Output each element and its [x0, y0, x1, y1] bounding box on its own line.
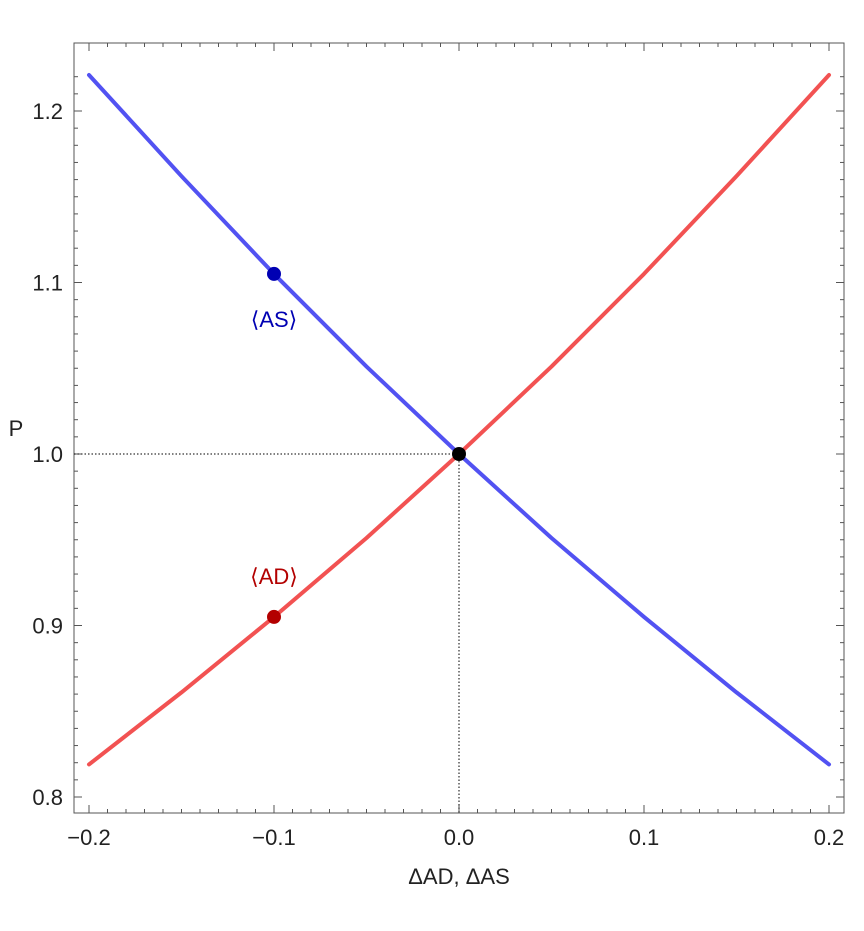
x-tick-label: −0.2: [67, 825, 110, 850]
tick-labels: −0.2 −0.1 0.0 0.1 0.2 0.8 0.9 1.0 1.1 1.2: [32, 99, 844, 850]
x-axis-label: ΔAD, ΔAS: [408, 864, 510, 889]
marker-point-1: [267, 266, 281, 281]
marker-point-2: [452, 447, 466, 461]
plot-frame-group: [73, 42, 845, 814]
y-tick-label: 0.9: [32, 614, 63, 639]
y-tick-label: 1.0: [32, 442, 63, 467]
point-labels: ⟨AD⟩ ⟨AS⟩: [250, 307, 298, 589]
x-tick-label: 0.1: [629, 825, 660, 850]
x-tick-label: 0.0: [444, 825, 475, 850]
plot-frame: [73, 42, 845, 814]
ticks: [74, 43, 844, 813]
y-tick-label: 0.8: [32, 785, 63, 810]
reference-lines: [74, 453, 460, 813]
point-label-1: ⟨AS⟩: [251, 307, 298, 332]
marker-points: [267, 266, 466, 624]
x-tick-label: 0.2: [814, 825, 845, 850]
x-tick-label: −0.1: [252, 825, 295, 850]
marker-point-0: [267, 609, 281, 624]
point-label-0: ⟨AD⟩: [250, 564, 298, 589]
y-tick-label: 1.1: [32, 271, 63, 296]
y-axis-label: P: [9, 416, 24, 441]
y-tick-label: 1.2: [32, 99, 63, 124]
